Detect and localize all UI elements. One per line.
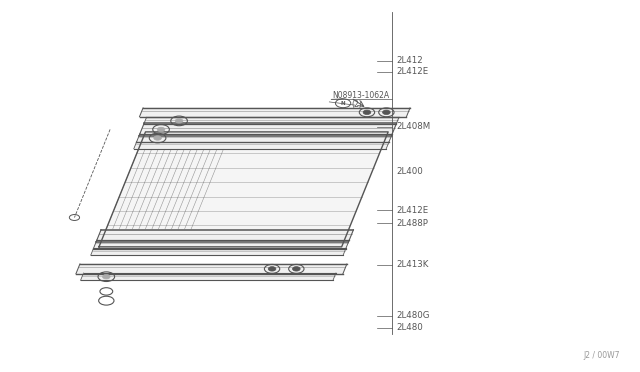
Text: 2L400: 2L400 [397,167,424,176]
Circle shape [383,110,390,115]
Text: 2L412E: 2L412E [397,206,429,215]
Circle shape [363,110,371,115]
Text: J2 / 00W7: J2 / 00W7 [584,351,620,360]
Circle shape [102,275,110,279]
Text: 2L480: 2L480 [397,323,424,332]
Polygon shape [91,248,346,255]
Text: 2L413K: 2L413K [397,260,429,269]
Text: 2L412E: 2L412E [397,67,429,76]
Polygon shape [76,264,347,274]
Polygon shape [136,134,392,142]
Circle shape [154,136,161,140]
Text: N: N [340,101,346,106]
Text: 2L412: 2L412 [397,56,424,65]
Circle shape [175,119,183,123]
Text: (2): (2) [351,100,362,109]
Text: 2L488P: 2L488P [397,219,429,228]
Polygon shape [93,240,349,249]
Circle shape [268,267,276,271]
Polygon shape [99,132,388,247]
Polygon shape [140,108,410,117]
Text: N08913-1062A: N08913-1062A [333,91,390,100]
Text: 2L408M: 2L408M [397,122,431,131]
Circle shape [157,127,165,132]
Polygon shape [96,230,353,242]
Polygon shape [139,124,397,135]
Polygon shape [144,118,399,124]
Polygon shape [81,273,336,280]
Circle shape [292,267,300,271]
Polygon shape [134,142,389,149]
Text: 2L480G: 2L480G [397,311,430,320]
